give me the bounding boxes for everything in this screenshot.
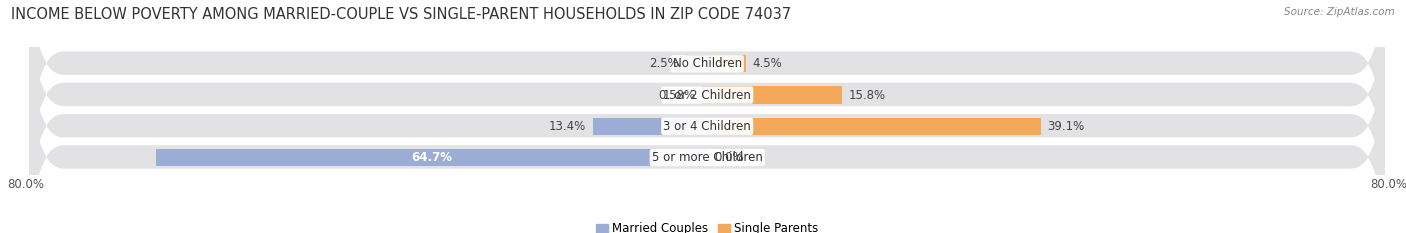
Text: 4.5%: 4.5% <box>752 57 782 70</box>
Bar <box>707 86 842 104</box>
FancyBboxPatch shape <box>30 0 1385 208</box>
FancyBboxPatch shape <box>30 0 1385 209</box>
FancyBboxPatch shape <box>30 44 1385 233</box>
Bar <box>707 118 1040 135</box>
Text: 5 or more Children: 5 or more Children <box>652 151 762 164</box>
Text: 64.7%: 64.7% <box>411 151 451 164</box>
Bar <box>686 55 707 72</box>
Text: 0.58%: 0.58% <box>658 89 696 102</box>
FancyBboxPatch shape <box>30 0 1385 176</box>
Text: 0.0%: 0.0% <box>714 151 744 164</box>
Text: INCOME BELOW POVERTY AMONG MARRIED-COUPLE VS SINGLE-PARENT HOUSEHOLDS IN ZIP COD: INCOME BELOW POVERTY AMONG MARRIED-COUPL… <box>11 7 792 22</box>
Text: No Children: No Children <box>672 57 742 70</box>
Text: Source: ZipAtlas.com: Source: ZipAtlas.com <box>1284 7 1395 17</box>
Bar <box>702 86 707 104</box>
Text: 1 or 2 Children: 1 or 2 Children <box>664 89 751 102</box>
FancyBboxPatch shape <box>30 11 1385 233</box>
Text: 3 or 4 Children: 3 or 4 Children <box>664 120 751 133</box>
Text: 2.5%: 2.5% <box>650 57 679 70</box>
Text: 15.8%: 15.8% <box>849 89 886 102</box>
Text: 39.1%: 39.1% <box>1047 120 1084 133</box>
FancyBboxPatch shape <box>30 0 1385 178</box>
Legend: Married Couples, Single Parents: Married Couples, Single Parents <box>596 223 818 233</box>
FancyBboxPatch shape <box>30 12 1385 233</box>
Bar <box>707 55 745 72</box>
Bar <box>156 149 707 166</box>
FancyBboxPatch shape <box>30 42 1385 233</box>
Bar <box>593 118 707 135</box>
Text: 13.4%: 13.4% <box>548 120 586 133</box>
